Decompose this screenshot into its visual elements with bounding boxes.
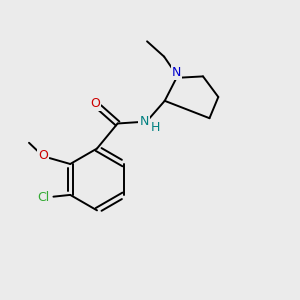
Text: N: N (172, 66, 181, 79)
Text: O: O (90, 97, 100, 110)
Text: H: H (151, 121, 160, 134)
Text: N: N (140, 115, 149, 128)
Text: Cl: Cl (38, 191, 50, 204)
Text: O: O (38, 149, 48, 162)
